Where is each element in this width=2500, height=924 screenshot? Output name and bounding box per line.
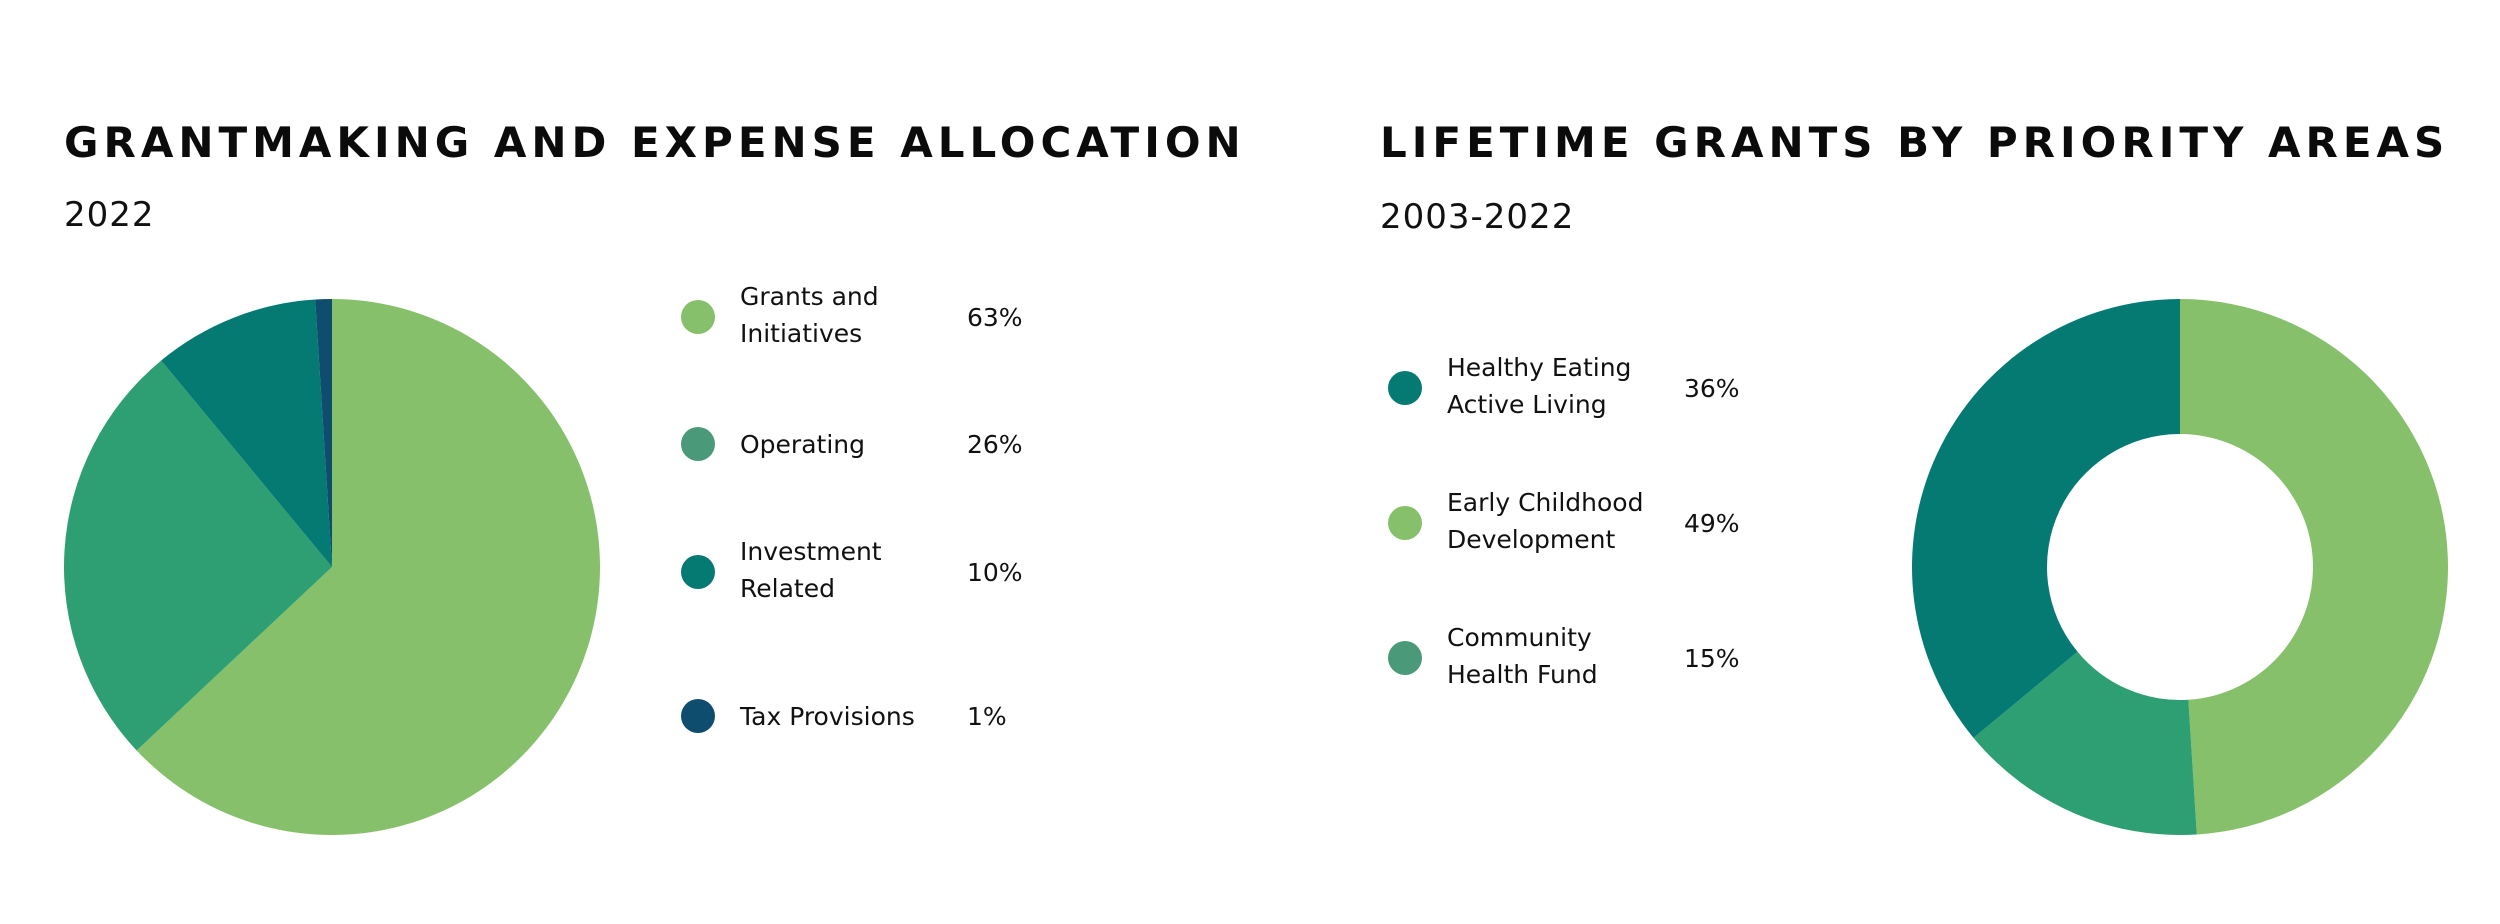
chart2-legend-swatch [1388,641,1422,675]
chart2-legend-label-line: Early Childhood [1447,488,1644,517]
chart2-legend-label: Healthy Eating Active Living [1447,349,1631,423]
chart1-pie [64,299,601,835]
chart1-legend-value: 1% [967,702,1007,731]
chart1-slice-0 [136,299,601,835]
chart1-legend-item: Investment Related 10% [681,533,1047,613]
chart2-donut [1912,299,2449,835]
chart2-legend-label-line: Healthy Eating [1447,353,1632,382]
chart1-legend-swatch [681,699,715,733]
chart2-subtitle: 2003-2022 [1380,197,1575,237]
chart2-legend-value: 49% [1684,509,1740,538]
chart1-legend-swatch [681,555,715,589]
chart2-legend-label-line: Health Fund [1447,660,1598,689]
chart1-slice-2 [161,299,332,567]
chart2-slice-1 [1973,651,2197,835]
chart1-subtitle: 2022 [64,195,155,235]
chart2-legend-label-line: Development [1447,525,1616,554]
chart2-title: LIFETIME GRANTS BY PRIORITY AREAS [1380,118,2450,167]
chart1-legend-value: 63% [967,303,1023,332]
chart1-legend-swatch [681,300,715,334]
chart2-legend-value: 36% [1684,374,1740,403]
chart1-legend-swatch [681,427,715,461]
chart2-legend-label: Early Childhood Development [1447,484,1643,558]
chart2-slice-2 [1912,299,2180,738]
chart1-legend-label-line: Tax Provisions [740,702,915,731]
chart1-legend-item: Operating 26% [681,405,1047,485]
chart1-title: GRANTMAKING AND EXPENSE ALLOCATION [64,118,1246,167]
chart2-legend-swatch [1388,371,1422,405]
chart2-slice-0 [2180,299,2449,835]
chart1-legend-label-line: Grants and [740,282,879,311]
chart2-legend-label-line: Community [1447,623,1592,652]
chart1-legend-label-line: Investment [740,537,882,566]
chart1-legend-value: 10% [967,558,1023,587]
chart1-legend-label: Grants and Initiatives [740,278,879,352]
chart1-legend-label: Investment Related [740,533,882,607]
chart1-legend-value: 26% [967,430,1023,459]
chart1-legend-label-line: Initiatives [740,319,863,348]
chart2-legend-item: Community Health Fund 15% [1388,619,1764,699]
chart1-slice-3 [315,299,332,567]
chart2-legend-value: 15% [1684,644,1740,673]
chart2-legend-item: Early Childhood Development 49% [1388,484,1764,564]
chart2-legend-label: Community Health Fund [1447,619,1598,693]
chart1-legend-label-line: Operating [740,430,865,459]
chart1-legend-item: Grants and Initiatives 63% [681,278,1047,358]
chart1-legend-item: Tax Provisions 1% [681,677,1047,757]
chart1-legend-label: Tax Provisions [740,698,915,735]
chart2-legend-swatch [1388,506,1422,540]
chart1-slice-1 [64,360,333,751]
chart1-legend-label-line: Related [740,574,835,603]
chart2-legend-label-line: Active Living [1447,390,1607,419]
chart2-legend-item: Healthy Eating Active Living 36% [1388,349,1764,429]
chart1-legend-label: Operating [740,426,865,463]
